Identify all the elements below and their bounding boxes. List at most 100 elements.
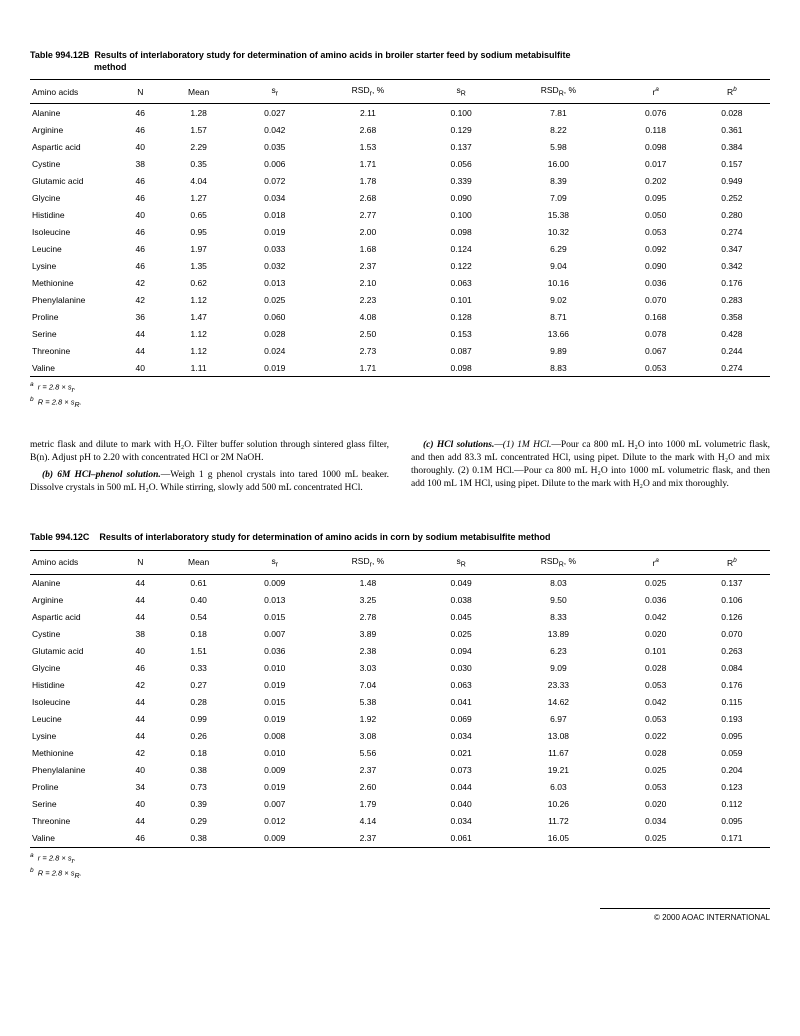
table-cell: 0.65 [161,206,237,223]
table-cell: 11.67 [499,745,617,762]
table-cell: 9.89 [499,342,617,359]
body-left: metric flask and dilute to mark with H₂O… [30,439,389,498]
table-cell: 0.112 [694,796,770,813]
table-cell: 0.176 [694,677,770,694]
table-cell: 0.049 [423,574,499,592]
table-cell: 2.60 [313,779,423,796]
table-cell: 0.050 [618,206,694,223]
col-sR: sR [423,551,499,575]
table-cell: 2.68 [313,121,423,138]
table-row: Glycine460.330.0103.030.0309.090.0280.08… [30,660,770,677]
table-cell: 0.124 [423,240,499,257]
table-cell: 0.358 [694,308,770,325]
table-row: Arginine461.570.0422.680.1298.220.1180.3… [30,121,770,138]
table-cell: Methionine [30,745,120,762]
table-cell: 0.098 [618,138,694,155]
table-cell: 8.71 [499,308,617,325]
table-cell: 46 [120,104,161,122]
table-cell: Serine [30,325,120,342]
table-cell: 44 [120,342,161,359]
table-cell: 7.04 [313,677,423,694]
body-text: metric flask and dilute to mark with H₂O… [30,439,770,498]
table-cell: 13.66 [499,325,617,342]
table-cell: 0.019 [237,359,313,377]
table-cell: 0.095 [618,189,694,206]
table-cell: 0.38 [161,762,237,779]
table-cell: 0.019 [237,677,313,694]
table-row: Glycine461.270.0342.680.0907.090.0950.25… [30,189,770,206]
table-cell: 0.028 [237,325,313,342]
table-cell: Proline [30,308,120,325]
table-cell: 3.08 [313,728,423,745]
col-r: ra [618,80,694,104]
table-cell: 0.069 [423,711,499,728]
table-cell: 8.33 [499,609,617,626]
table-b-title-l1: Results of interlaboratory study for det… [94,50,570,60]
table-cell: Cystine [30,626,120,643]
table-cell: 0.33 [161,660,237,677]
table-cell: 0.073 [423,762,499,779]
table-cell: 1.71 [313,359,423,377]
table-cell: 1.79 [313,796,423,813]
table-c-footnotes: a r = 2.8 × sr. b R = 2.8 × sR. [30,852,770,880]
table-cell: 2.37 [313,830,423,848]
table-cell: 0.044 [423,779,499,796]
table-row: Lysine440.260.0083.080.03413.080.0220.09… [30,728,770,745]
table-cell: 0.949 [694,172,770,189]
table-cell: 0.053 [618,677,694,694]
table-cell: 0.137 [423,138,499,155]
table-cell: 0.060 [237,308,313,325]
table-cell: Valine [30,830,120,848]
table-c-block: Table 994.12C Results of interlaboratory… [30,532,770,879]
table-cell: 0.041 [423,694,499,711]
table-row: Proline340.730.0192.600.0446.030.0530.12… [30,779,770,796]
table-cell: 40 [120,359,161,377]
table-row: Threonine440.290.0124.140.03411.720.0340… [30,813,770,830]
table-cell: 0.008 [237,728,313,745]
table-cell: 0.252 [694,189,770,206]
fn-b: b R = 2.8 × sR. [30,396,770,409]
table-cell: 0.009 [237,762,313,779]
table-cell: 34 [120,779,161,796]
table-cell: 46 [120,189,161,206]
col-n: N [120,80,161,104]
table-cell: 0.428 [694,325,770,342]
table-cell: Glycine [30,189,120,206]
table-c-title: Table 994.12C Results of interlaboratory… [30,532,770,544]
table-cell: Threonine [30,813,120,830]
table-cell: 0.036 [618,274,694,291]
table-cell: 44 [120,694,161,711]
table-cell: 46 [120,257,161,274]
table-cell: 0.087 [423,342,499,359]
table-cell: 0.084 [694,660,770,677]
table-b-header-row: Amino acids N Mean sr RSDr, % sR RSDR, %… [30,80,770,104]
table-cell: 0.101 [423,291,499,308]
table-cell: 8.39 [499,172,617,189]
table-row: Histidine400.650.0182.770.10015.380.0500… [30,206,770,223]
table-b-title: Table 994.12B Results of interlaboratory… [30,50,770,73]
table-cell: 0.013 [237,274,313,291]
table-cell: 0.010 [237,660,313,677]
table-row: Arginine440.400.0133.250.0389.500.0360.1… [30,592,770,609]
table-cell: 0.129 [423,121,499,138]
table-cell: 2.68 [313,189,423,206]
table-cell: Isoleucine [30,223,120,240]
col-mean: Mean [161,80,237,104]
table-cell: 6.23 [499,643,617,660]
table-row: Phenylalanine421.120.0252.230.1019.020.0… [30,291,770,308]
table-cell: 9.09 [499,660,617,677]
table-cell: 9.04 [499,257,617,274]
table-cell: 0.007 [237,796,313,813]
table-cell: 38 [120,626,161,643]
table-cell: 2.11 [313,104,423,122]
table-cell: 0.010 [237,745,313,762]
table-cell: 0.100 [423,206,499,223]
table-cell: 11.72 [499,813,617,830]
table-cell: 0.171 [694,830,770,848]
table-row: Phenylalanine400.380.0092.370.07319.210.… [30,762,770,779]
table-cell: 10.26 [499,796,617,813]
table-cell: 1.12 [161,291,237,308]
table-b-footnotes: a r = 2.8 × sr. b R = 2.8 × sR. [30,381,770,409]
body-right: (c) HCl solutions.—(1) 1M HCl.—Pour ca 8… [411,439,770,498]
table-cell: 0.26 [161,728,237,745]
